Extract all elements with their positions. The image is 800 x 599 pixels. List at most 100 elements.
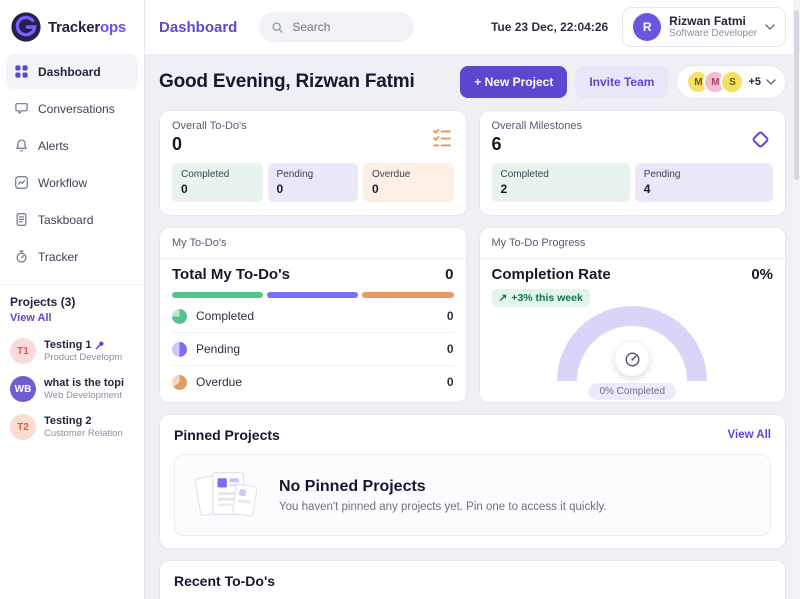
- my-todos-card: My To-Do's Total My To-Do's 0 Completed …: [159, 227, 467, 403]
- empty-state-message: You haven't pinned any projects yet. Pin…: [279, 500, 607, 513]
- project-name: Testing 1: [44, 339, 122, 351]
- new-project-button[interactable]: + New Project: [460, 66, 568, 98]
- project-name: Testing 2: [44, 415, 92, 427]
- project-list-item[interactable]: T2 Testing 2 Customer Relation: [10, 408, 134, 446]
- card-title: Overall To-Do's: [172, 120, 247, 132]
- todos-total-value: 0: [172, 134, 183, 154]
- invite-team-button[interactable]: Invite Team: [575, 66, 669, 98]
- sidebar-item-dashboard[interactable]: Dashboard: [6, 54, 138, 89]
- taskboard-icon: [14, 212, 29, 227]
- section-title: Pinned Projects: [174, 427, 280, 443]
- dashboard-icon: [14, 64, 29, 79]
- pin-icon: [95, 340, 105, 350]
- milestones-total-value: 6: [491, 134, 502, 154]
- sidebar-item-conversations[interactable]: Conversations: [6, 91, 138, 126]
- card-title: Overall Milestones: [491, 120, 582, 132]
- scrollbar[interactable]: [793, 0, 800, 599]
- sidebar-item-workflow[interactable]: Workflow: [6, 165, 138, 200]
- sidebar-item-label: Conversations: [38, 101, 115, 116]
- sidebar-item-label: Tracker: [38, 249, 79, 264]
- pinned-projects-section: Pinned Projects View All: [159, 414, 786, 549]
- project-subtitle: Customer Relation: [44, 428, 123, 439]
- dashboard-content: Good Evening, Rizwan Fatmi + New Project…: [145, 55, 800, 599]
- projects-section: Projects (3) View All T1 Testing 1 Produ…: [0, 284, 144, 446]
- project-name: what is the topi: [44, 377, 124, 389]
- projects-view-all-link[interactable]: View All: [10, 312, 52, 324]
- sidebar-item-tracker[interactable]: Tracker: [6, 239, 138, 274]
- user-name: Rizwan Fatmi: [669, 13, 746, 28]
- greeting-actions: + New Project Invite Team M M S +5: [460, 65, 786, 99]
- brand: Trackerops: [0, 0, 144, 52]
- mid-row: My To-Do's Total My To-Do's 0 Completed …: [159, 227, 786, 403]
- sidebar-nav: Dashboard Conversations Alerts Workflow: [0, 52, 144, 280]
- milestones-completed-stat: Completed 2: [491, 163, 630, 202]
- pinned-empty-state: No Pinned Projects You haven't pinned an…: [174, 454, 771, 536]
- project-list-item[interactable]: T1 Testing 1 Product Developm: [10, 332, 134, 370]
- todo-status-row: Pending 0: [172, 333, 454, 366]
- projects-title: Projects (3): [10, 295, 76, 309]
- my-todos-total-value: 0: [445, 266, 454, 283]
- greeting-text: Good Evening, Rizwan Fatmi: [159, 71, 415, 92]
- todos-completed-stat: Completed 0: [172, 163, 263, 202]
- completed-pie-icon: [172, 308, 187, 324]
- overall-todos-card: Overall To-Do's 0 Completed 0: [159, 110, 467, 216]
- recent-todos-section: Recent To-Do's: [159, 560, 786, 599]
- chevron-down-icon: [765, 23, 775, 31]
- completion-rate-value: 0%: [751, 266, 773, 283]
- sidebar-item-label: Dashboard: [38, 64, 101, 79]
- chevron-down-icon: [766, 78, 776, 86]
- page-title: Dashboard: [159, 18, 238, 36]
- search-icon: [272, 22, 284, 33]
- scrollbar-thumb[interactable]: [794, 10, 799, 180]
- project-subtitle: Product Developm: [44, 352, 123, 363]
- sidebar-item-alerts[interactable]: Alerts: [6, 128, 138, 163]
- sidebar-item-label: Alerts: [38, 138, 69, 153]
- user-menu[interactable]: R Rizwan Fatmi Software Developer: [622, 7, 786, 47]
- topbar: Dashboard Tue 23 Dec, 22:04:26 R Rizwan …: [145, 0, 800, 55]
- todo-status-row: Overdue 0: [172, 366, 454, 398]
- completion-gauge: 0% Completed: [547, 306, 717, 402]
- project-list-item[interactable]: WB what is the topi Web Development: [10, 370, 134, 408]
- avatar: T1: [10, 338, 36, 364]
- todos-pending-stat: Pending 0: [267, 163, 358, 202]
- pinned-view-all-link[interactable]: View All: [727, 429, 771, 441]
- greeting-row: Good Evening, Rizwan Fatmi + New Project…: [159, 65, 786, 99]
- todos-progress-bar: [172, 292, 454, 298]
- todos-overdue-stat: Overdue 0: [363, 163, 454, 202]
- brand-name-accent: ops: [99, 18, 127, 36]
- milestone-diamond-icon: [751, 130, 770, 149]
- sidebar-item-label: Workflow: [38, 175, 88, 190]
- brand-name: Trackerops: [48, 19, 126, 36]
- empty-state-title: No Pinned Projects: [279, 477, 426, 495]
- todo-status-row: Completed 0: [172, 300, 454, 333]
- overall-milestones-card: Overall Milestones 6 Completed 2 Pending…: [478, 110, 786, 216]
- search-box[interactable]: [259, 12, 415, 42]
- sidebar-item-taskboard[interactable]: Taskboard: [6, 202, 138, 237]
- avatar: S: [720, 70, 745, 94]
- avatar-more-count: +5: [748, 76, 761, 88]
- conversations-icon: [14, 101, 29, 116]
- team-avatars[interactable]: M M S +5: [676, 65, 786, 99]
- card-title: My To-Do Progress: [479, 228, 785, 259]
- my-todos-total: Total My To-Do's 0: [172, 266, 454, 283]
- project-subtitle: Web Development: [44, 390, 122, 401]
- checklist-icon: [432, 128, 451, 146]
- projects-list: T1 Testing 1 Product Developm WB what is…: [10, 332, 134, 446]
- bell-icon: [14, 138, 29, 153]
- avatar: T2: [10, 414, 36, 440]
- section-title: Recent To-Do's: [174, 573, 276, 589]
- avatar: R: [633, 13, 662, 41]
- datetime-display: Tue 23 Dec, 22:04:26: [490, 20, 609, 34]
- trend-arrow-icon: ↗: [498, 292, 508, 304]
- brand-name-dark: Tracker: [48, 18, 100, 36]
- trackerops-logo: [11, 12, 41, 42]
- gauge-label: 0% Completed: [588, 383, 677, 400]
- stopwatch-icon: [14, 249, 29, 264]
- main-area: Dashboard Tue 23 Dec, 22:04:26 R Rizwan …: [145, 0, 800, 599]
- speedometer-icon: [615, 342, 650, 376]
- search-input[interactable]: [292, 20, 398, 34]
- sidebar: Trackerops Dashboard Conversations Alert…: [0, 0, 145, 599]
- empty-projects-illustration: [194, 472, 257, 517]
- user-role: Software Developer: [669, 28, 757, 40]
